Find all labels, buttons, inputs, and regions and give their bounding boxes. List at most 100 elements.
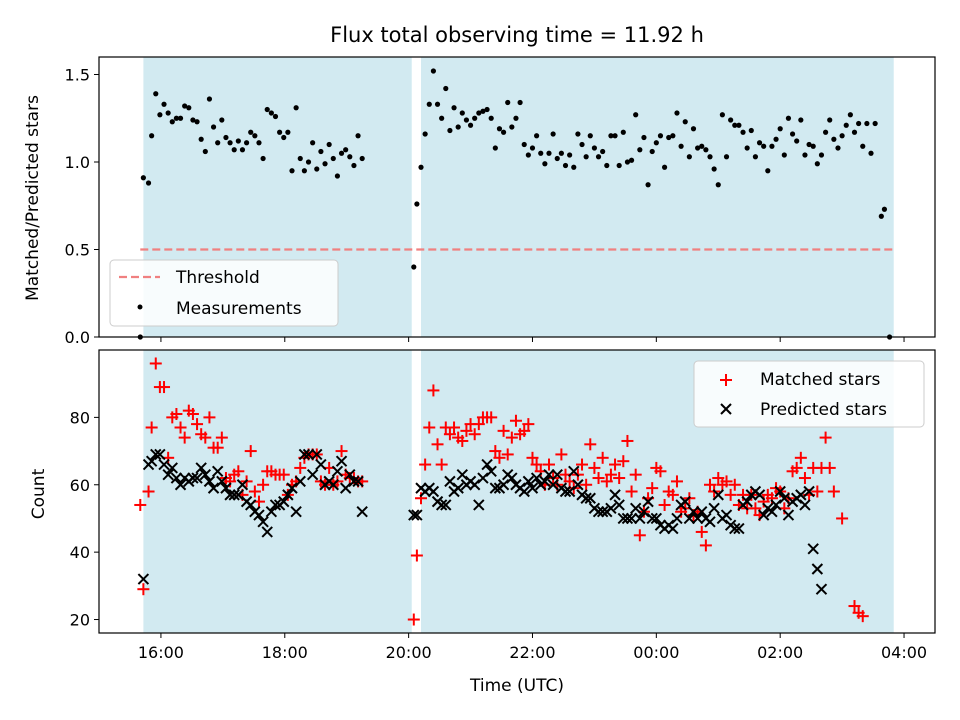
measurement-point xyxy=(711,166,717,172)
measurement-point xyxy=(670,133,676,139)
predicted-stars-point xyxy=(547,479,559,491)
predicted-stars-point xyxy=(712,489,724,501)
measurement-point xyxy=(707,154,713,160)
predicted-stars-point xyxy=(253,509,265,521)
measurement-point xyxy=(612,133,618,139)
measurement-point xyxy=(695,145,701,151)
matched-stars-point xyxy=(654,465,667,478)
measurement-point xyxy=(260,155,266,162)
predicted-stars-point xyxy=(687,506,700,518)
predicted-stars-point xyxy=(563,485,576,498)
matched-stars-point xyxy=(596,451,609,464)
matched-stars-point xyxy=(576,458,589,471)
matched-stars-point xyxy=(658,498,671,511)
predicted-stars-point xyxy=(642,495,654,508)
predicted-stars-point xyxy=(638,506,650,518)
measurement-point xyxy=(756,140,763,146)
predicted-stars-point xyxy=(199,468,212,481)
measurement-point xyxy=(881,206,888,212)
measurement-point xyxy=(529,145,536,151)
matched-stars-point xyxy=(277,468,290,481)
matched-stars-point xyxy=(460,424,473,437)
predicted-stars-point xyxy=(530,472,543,484)
predicted-stars-point xyxy=(331,465,344,477)
measurement-point xyxy=(575,131,581,137)
predicted-stars-point xyxy=(584,492,596,504)
legend-threshold-label: Threshold xyxy=(175,268,260,288)
matched-stars-point xyxy=(704,478,717,491)
measurement-point xyxy=(579,141,585,148)
predicted-stars-point xyxy=(609,489,621,501)
predicted-stars-point xyxy=(187,472,199,484)
predicted-stars-point xyxy=(605,502,617,515)
x-tick-label: 16:00 xyxy=(138,643,184,662)
predicted-stars-point xyxy=(506,472,518,484)
matched-stars-point xyxy=(621,434,634,447)
measurement-point xyxy=(182,103,188,109)
measurement-point xyxy=(856,120,862,127)
measurement-point xyxy=(802,152,808,158)
measurement-point xyxy=(252,133,258,139)
measurement-point xyxy=(649,148,655,155)
predicted-stars-point xyxy=(348,475,360,488)
y-tick-label: 0.5 xyxy=(65,241,90,260)
predicted-stars-point xyxy=(158,458,170,471)
predicted-stars-point xyxy=(629,502,642,515)
predicted-stars-point xyxy=(245,499,257,511)
measurement-point xyxy=(513,115,519,121)
predicted-stars-point xyxy=(815,583,828,595)
measurement-point xyxy=(169,119,175,125)
matched-stars-point xyxy=(699,539,712,552)
measurement-point xyxy=(814,161,820,167)
measurement-point xyxy=(732,122,738,128)
predicted-stars-point xyxy=(634,512,646,525)
measurement-point xyxy=(411,264,417,270)
matched-stars-point xyxy=(633,529,646,542)
measurement-point xyxy=(794,138,800,144)
y-tick-label: 20 xyxy=(70,611,90,630)
x-axis-label: Time (UTC) xyxy=(469,676,564,696)
predicted-stars-point xyxy=(766,506,778,518)
bottom-panel: 20 40 60 80 16:00 18:00 20:00 22:00 00:00 02:00 04… xyxy=(70,349,936,662)
bottom-y-axis-label: Count xyxy=(29,468,49,519)
measurement-point xyxy=(878,213,884,219)
predicted-stars-point xyxy=(298,448,311,461)
measurement-point xyxy=(682,119,688,125)
predicted-stars-point xyxy=(352,475,364,488)
measurement-point xyxy=(231,147,237,153)
measurement-point xyxy=(604,162,610,169)
measurement-point xyxy=(785,115,792,121)
predicted-stars-point xyxy=(811,563,824,575)
measurement-point xyxy=(355,133,361,139)
matched-stars-point xyxy=(625,485,638,498)
predicted-stars-point xyxy=(452,482,464,494)
matched-stars-point xyxy=(199,431,212,444)
measurement-point xyxy=(835,145,841,151)
measurement-point xyxy=(678,143,684,149)
measurement-point xyxy=(674,110,680,116)
measurement-point xyxy=(517,99,523,106)
measurement-point xyxy=(219,117,225,123)
measurement-point xyxy=(330,155,336,162)
measurement-point xyxy=(153,91,159,97)
predicted-stars-point xyxy=(753,489,766,501)
matched-stars-point xyxy=(555,448,568,461)
measurement-point xyxy=(773,136,779,142)
measurement-point xyxy=(145,180,152,186)
matched-stars-point xyxy=(134,498,147,511)
measurement-point xyxy=(600,148,606,155)
predicted-stars-point xyxy=(344,468,356,481)
predicted-stars-point xyxy=(339,482,352,494)
measurement-point xyxy=(149,133,155,139)
measurement-point xyxy=(305,159,312,165)
matched-stars-point xyxy=(811,485,824,498)
measurement-point xyxy=(583,154,589,160)
measurement-point xyxy=(761,143,767,149)
legend-measurements-label: Measurements xyxy=(176,299,302,319)
predicted-stars-point xyxy=(596,506,609,518)
measurement-point xyxy=(414,201,420,207)
matched-stars-point xyxy=(584,438,597,451)
predicted-stars-point xyxy=(162,468,174,481)
matched-stars-point xyxy=(493,451,506,464)
measurement-point xyxy=(463,117,470,123)
